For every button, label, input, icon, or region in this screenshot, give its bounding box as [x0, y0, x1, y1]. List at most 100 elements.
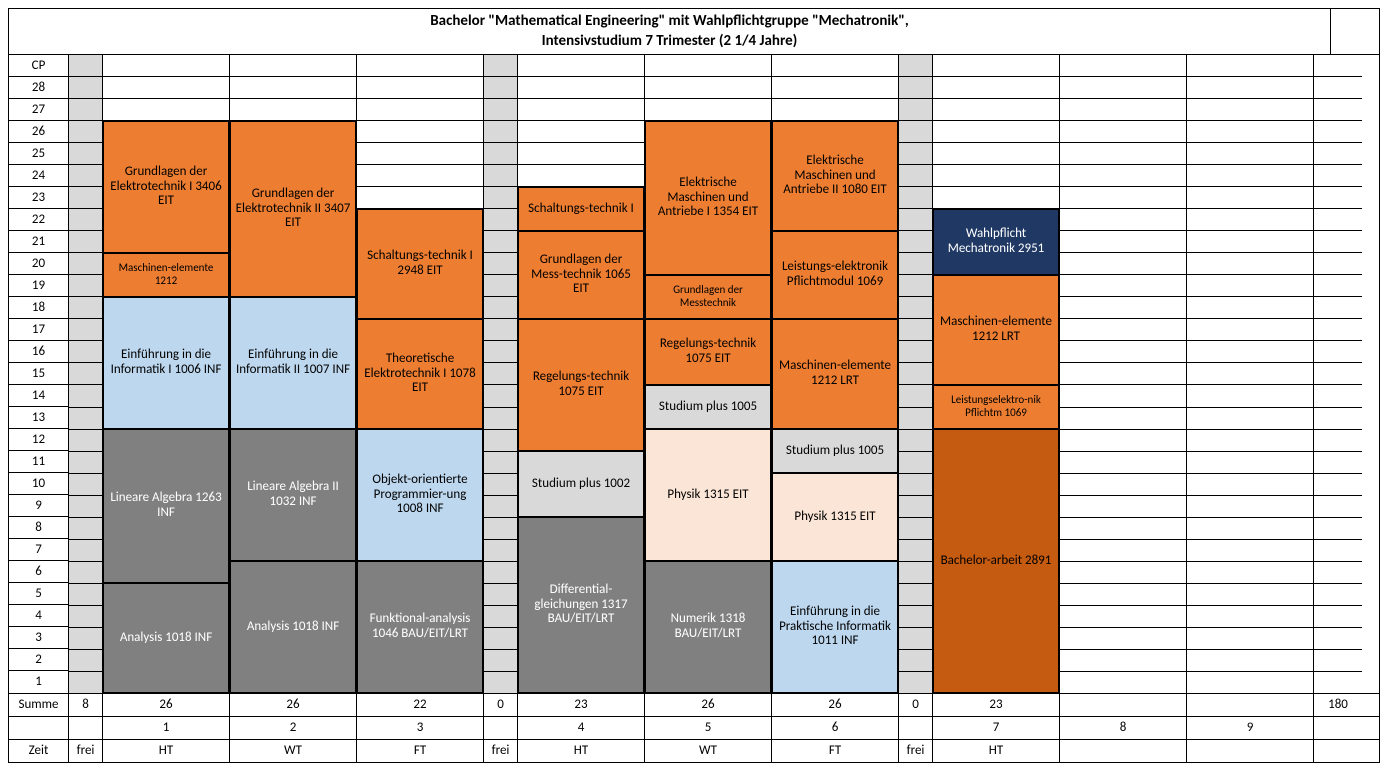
cp-row-label: 7	[9, 539, 68, 561]
footer-cell: 23	[518, 694, 645, 716]
course-block: Schaltungs-technik I 2948 EIT	[357, 209, 483, 319]
term-column: Schaltungs-technik IGrundlagen der Mess-…	[518, 55, 645, 693]
course-block: Studium plus 1005	[772, 429, 898, 473]
spacer-column	[69, 55, 103, 693]
cp-row-label: 16	[9, 341, 68, 363]
spacer-column	[484, 55, 518, 693]
footer-cell: 26	[230, 694, 357, 716]
term-column: Grundlagen der Elektrotechnik I 3406 EIT…	[103, 55, 230, 693]
cp-row-label: 21	[9, 231, 68, 253]
term-column: Wahlpflicht Mechatronik 2951Maschinen-el…	[933, 55, 1060, 693]
footer-row: 123456789	[9, 716, 1379, 739]
course-block: Objekt-orientierte Programmier-ung 1008 …	[357, 429, 483, 561]
footer-cell: frei	[69, 740, 103, 762]
course-block: Einführung in die Praktische Informatik …	[772, 561, 898, 693]
course-block: Differential-gleichungen 1317 BAU/EIT/LR…	[518, 517, 644, 693]
grid-area: CP28272625242322212019181716151413121110…	[9, 55, 1379, 693]
cp-row-label: 26	[9, 121, 68, 143]
term-column	[1187, 55, 1314, 693]
course-block: Studium plus 1005	[645, 385, 771, 429]
course-block: Regelungs-technik 1075 EIT	[645, 319, 771, 385]
end-column	[1314, 55, 1362, 693]
spacer-column	[899, 55, 933, 693]
course-block: Leistungselektro-nik Pflichtm 1069	[933, 385, 1059, 429]
footer-cell	[1060, 694, 1187, 716]
course-block: Lineare Algebra II 1032 INF	[230, 429, 356, 561]
footer-cell: 23	[933, 694, 1060, 716]
title-line-2: Intensivstudium 7 Trimester (2 1/4 Jahre…	[9, 32, 1330, 52]
footer-cell: 26	[772, 694, 899, 716]
footer: Summe82626220232626023180123456789Zeitfr…	[9, 693, 1379, 762]
course-block: Bachelor-arbeit 2891	[933, 429, 1059, 693]
footer-cell	[899, 717, 933, 739]
course-block: Leistungs-elektronik Pflichtmodul 1069	[772, 231, 898, 319]
course-block: Maschinen-elemente 1212 LRT	[772, 319, 898, 429]
footer-cell: 8	[1060, 717, 1187, 739]
curriculum-sheet: Bachelor "Mathematical Engineering" mit …	[8, 8, 1380, 763]
term-column: Grundlagen der Elektrotechnik II 3407 EI…	[230, 55, 357, 693]
course-block: Analysis 1018 INF	[230, 561, 356, 693]
course-block: Regelungs-technik 1075 EIT	[518, 319, 644, 451]
footer-cell: WT	[230, 740, 357, 762]
title-spacer	[1331, 9, 1379, 54]
footer-cell: 5	[645, 717, 772, 739]
footer-label: Zeit	[9, 740, 69, 762]
cp-row-label: 13	[9, 407, 68, 429]
footer-cell	[69, 717, 103, 739]
footer-cell: FT	[357, 740, 484, 762]
title-line-1: Bachelor "Mathematical Engineering" mit …	[9, 12, 1330, 32]
footer-cell: FT	[772, 740, 899, 762]
course-block: Elektrische Maschinen und Antriebe II 10…	[772, 121, 898, 231]
cp-row-label: 19	[9, 275, 68, 297]
course-block: Studium plus 1002	[518, 451, 644, 517]
cp-row-label: 8	[9, 517, 68, 539]
course-block: Physik 1315 EIT	[772, 473, 898, 561]
course-block: Einführung in die Informatik II 1007 INF	[230, 297, 356, 429]
cp-row-label: 28	[9, 77, 68, 99]
cp-row-label: 12	[9, 429, 68, 451]
term-column: Elektrische Maschinen und Antriebe I 135…	[645, 55, 772, 693]
footer-row: ZeitfreiHTWTFTfreiHTWTFTfreiHT	[9, 739, 1379, 762]
footer-cell: 0	[899, 694, 933, 716]
cp-row-label: 23	[9, 187, 68, 209]
cp-header: CP	[9, 55, 68, 77]
cp-row-label: 11	[9, 451, 68, 473]
cp-row-label: 1	[9, 671, 68, 693]
course-block: Funktional-analysis 1046 BAU/EIT/LRT	[357, 561, 483, 693]
cp-row-label: 24	[9, 165, 68, 187]
course-block: Lineare Algebra 1263 INF	[103, 429, 229, 583]
cp-row-label: 14	[9, 385, 68, 407]
footer-cell: 1	[103, 717, 230, 739]
footer-cell: 26	[103, 694, 230, 716]
footer-cell: 9	[1187, 717, 1314, 739]
footer-cell: 7	[933, 717, 1060, 739]
footer-label: Summe	[9, 694, 69, 716]
footer-cell	[1314, 740, 1362, 762]
cp-row-label: 10	[9, 473, 68, 495]
title-cell: Bachelor "Mathematical Engineering" mit …	[9, 9, 1331, 54]
term-column: Schaltungs-technik I 2948 EITTheoretisch…	[357, 55, 484, 693]
footer-cell: 8	[69, 694, 103, 716]
footer-cell: 22	[357, 694, 484, 716]
cp-row-label: 5	[9, 583, 68, 605]
cp-row-label: 22	[9, 209, 68, 231]
cp-row-label: 20	[9, 253, 68, 275]
cp-row-label: 4	[9, 605, 68, 627]
course-block: Maschinen-elemente 1212 LRT	[933, 275, 1059, 385]
title-row: Bachelor "Mathematical Engineering" mit …	[9, 9, 1379, 55]
term-column	[1060, 55, 1187, 693]
cp-row-label: 15	[9, 363, 68, 385]
course-block: Einführung in die Informatik I 1006 INF	[103, 297, 229, 429]
course-block: Elektrische Maschinen und Antriebe I 135…	[645, 121, 771, 275]
course-block: Maschinen-elemente 1212	[103, 253, 229, 297]
row-labels: CP28272625242322212019181716151413121110…	[9, 55, 69, 693]
cp-row-label: 6	[9, 561, 68, 583]
cp-row-label: 3	[9, 627, 68, 649]
cp-row-label: 2	[9, 649, 68, 671]
course-block: Grundlagen der Mess-technik 1065 EIT	[518, 231, 644, 319]
footer-cell: 6	[772, 717, 899, 739]
footer-cell: 3	[357, 717, 484, 739]
footer-cell	[1187, 740, 1314, 762]
course-block: Physik 1315 EIT	[645, 429, 771, 561]
course-block: Grundlagen der Elektrotechnik II 3407 EI…	[230, 121, 356, 297]
